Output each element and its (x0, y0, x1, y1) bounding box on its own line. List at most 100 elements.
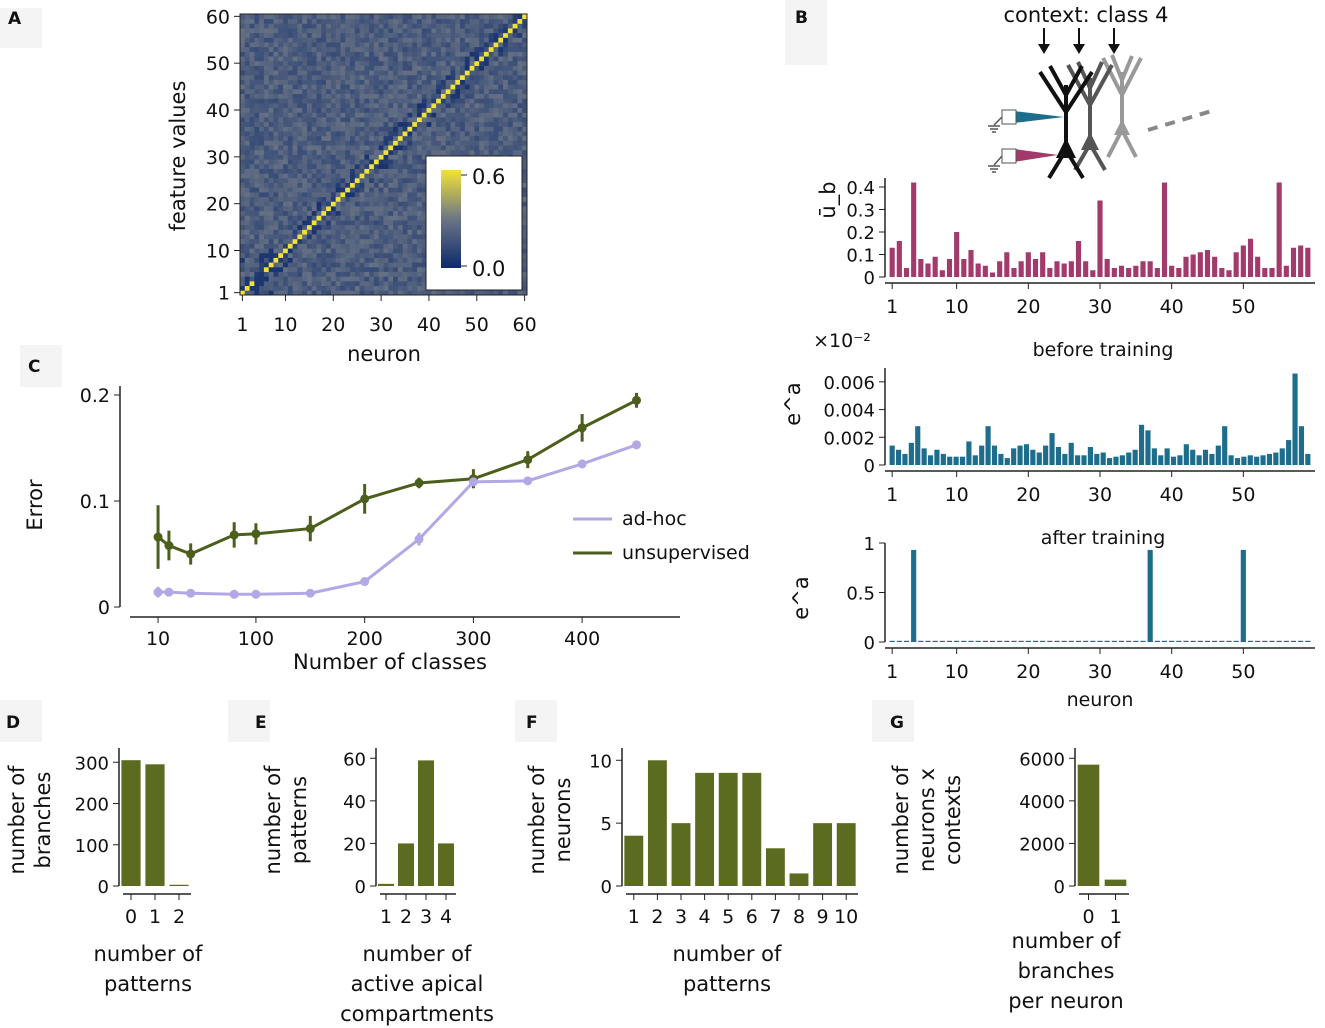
heatmap-cell (292, 271, 298, 277)
bar (911, 182, 917, 277)
heatmap-cell (364, 252, 370, 258)
heatmap-cell (326, 262, 332, 268)
bar (1176, 640, 1182, 642)
heatmap-cell (259, 257, 265, 263)
heatmap-cell (436, 51, 442, 57)
heatmap-cell (287, 46, 294, 52)
heatmap-cell (483, 70, 490, 76)
heatmap-cell (393, 177, 399, 183)
bar (1025, 640, 1031, 642)
heatmap-cell (259, 173, 265, 179)
heatmap-cell (407, 224, 413, 230)
heatmap-cell (522, 107, 528, 113)
heatmap-cell (249, 117, 255, 123)
heatmap-cell (503, 121, 509, 127)
heatmap-cell (416, 28, 423, 34)
heatmap-cell (249, 168, 255, 174)
heatmap-cell (254, 112, 260, 118)
heatmap-cell (350, 252, 356, 258)
heatmap-cell (517, 51, 523, 57)
heatmap-cell (507, 42, 514, 48)
heatmap-cell (464, 102, 470, 109)
heatmap-cell (278, 285, 284, 291)
heatmap-cell (479, 140, 485, 146)
heatmap-cell (383, 215, 389, 221)
heatmap-cell (316, 182, 322, 188)
data-point (251, 589, 261, 599)
heatmap-cell (359, 18, 365, 24)
bar (1075, 241, 1082, 277)
heatmap-cell (503, 56, 509, 62)
heatmap-cell (440, 140, 447, 146)
bar (1241, 456, 1247, 465)
heatmap-cell (522, 191, 528, 198)
heatmap-cell (244, 163, 250, 169)
heatmap-cell (488, 112, 494, 118)
heatmap-cell (369, 98, 375, 104)
bar (997, 640, 1003, 642)
heatmap-cell (297, 257, 303, 263)
heatmap-cell (254, 98, 260, 104)
heatmap-cell (240, 32, 246, 38)
heatmap-cell (287, 238, 294, 244)
heatmap-cell (326, 84, 332, 90)
heatmap-cell (412, 154, 418, 160)
heatmap-cell (383, 60, 389, 66)
heatmap-cell (345, 229, 351, 235)
heatmap-cell (507, 70, 514, 76)
heatmap-cell (378, 88, 384, 95)
heatmap-cell (364, 14, 370, 20)
heatmap-cell (278, 131, 284, 137)
bar (1169, 265, 1175, 277)
heatmap-cell (503, 290, 509, 296)
heatmap-cell (259, 248, 265, 254)
heatmap-cell (426, 42, 432, 48)
heatmap-cell (244, 140, 250, 146)
heatmap-cell (402, 280, 408, 287)
heatmap-cell (354, 210, 360, 216)
heatmap-cell (297, 210, 303, 216)
heatmap-cell (445, 84, 451, 90)
panel-label-bg (785, 0, 827, 65)
heatmap-cell (244, 102, 250, 109)
heatmap-cell (364, 145, 370, 151)
heatmap-cell (460, 18, 466, 24)
heatmap-cell (402, 234, 408, 240)
heatmap-cell (326, 56, 332, 62)
heatmap-cell (402, 187, 408, 193)
heatmap-cell (259, 149, 265, 155)
y-tick-label: 0.3 (846, 201, 875, 222)
heatmap-cell (306, 266, 313, 272)
heatmap-cell (354, 135, 360, 141)
heatmap-cell (498, 93, 504, 99)
heatmap-cell (330, 215, 337, 221)
heatmap-cell (278, 257, 284, 263)
bar (1011, 448, 1017, 465)
bar (1132, 449, 1138, 465)
heatmap-cell (297, 159, 303, 165)
heatmap-cell (498, 84, 504, 90)
heatmap-cell (373, 271, 380, 277)
heatmap-cell (311, 163, 317, 169)
heatmap-cell (330, 131, 337, 137)
heatmap-cell (421, 215, 427, 221)
heatmap-cell (350, 280, 356, 287)
heatmap-cell (378, 121, 384, 127)
heatmap-cell (407, 14, 413, 20)
heatmap-cell (340, 117, 346, 123)
heatmap-cell (354, 201, 360, 207)
heatmap-cell (254, 46, 260, 52)
heatmap-cell (445, 290, 451, 296)
heatmap-cell (350, 276, 356, 282)
heatmap-cell (254, 51, 260, 57)
heatmap-cell (350, 140, 356, 146)
bar (1305, 247, 1311, 277)
heatmap-cell (402, 290, 408, 296)
heatmap-cell (283, 56, 289, 62)
bar (1204, 640, 1211, 642)
heatmap-cell (388, 79, 394, 85)
heatmap-cell (503, 126, 509, 132)
heatmap-cell (522, 229, 528, 235)
heatmap-cell (287, 37, 294, 43)
heatmap-cell (407, 102, 413, 109)
